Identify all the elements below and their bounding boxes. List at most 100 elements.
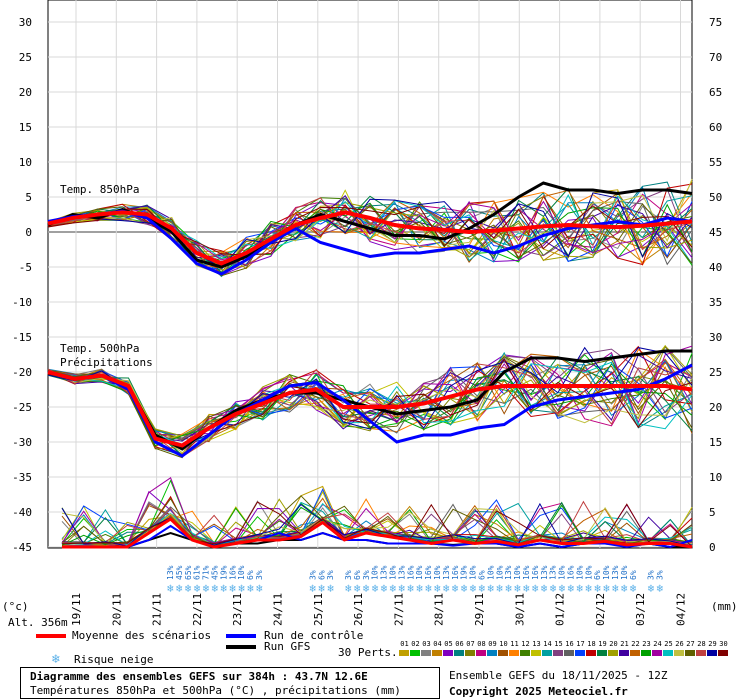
snow-risk-label: 13% — [380, 565, 389, 580]
snowflake-icon: ❄ — [309, 582, 316, 595]
left-tick-label: -15 — [12, 331, 32, 344]
snow-risk-label: 10% — [486, 565, 495, 580]
perturbation-legend-item: 03 — [421, 640, 432, 658]
perturbation-legend-item: 12 — [520, 640, 531, 658]
snow-risk-label: 10% — [389, 565, 398, 580]
snow-risk-label: 16% — [567, 565, 576, 580]
perturbation-color-swatch — [509, 650, 519, 656]
snowflake-icon: ❄ — [238, 582, 245, 595]
right-tick-label: 50 — [709, 191, 722, 204]
perturbation-number: 10 — [499, 640, 508, 648]
right-tick-label: 55 — [709, 156, 722, 169]
snowflake-icon: ❄ — [514, 582, 521, 595]
perturbation-color-swatch — [487, 650, 497, 656]
series-500-line — [47, 363, 693, 458]
x-tick-label: 28/11 — [433, 593, 446, 626]
perturbation-legend-item: 09 — [487, 640, 498, 658]
snow-risk-label: 13% — [540, 565, 549, 580]
perturbation-number: 01 — [400, 640, 409, 648]
snow-risk-label: 16% — [531, 565, 540, 580]
perturbation-number: 27 — [686, 640, 695, 648]
perturbation-color-swatch — [410, 650, 420, 656]
snow-risk-label: 3% — [255, 570, 264, 580]
snowflake-icon: ❄ — [185, 582, 192, 595]
snowflake-icon: ❄ — [52, 652, 60, 667]
snow-risk-label: 13% — [611, 565, 620, 580]
snowflake-icon: ❄ — [203, 582, 210, 595]
perturbation-number: 07 — [466, 640, 475, 648]
right-tick-label: 40 — [709, 261, 722, 274]
perturbation-color-swatch — [575, 650, 585, 656]
legend-control-label: Run de contrôle — [264, 629, 364, 642]
snowflake-icon: ❄ — [621, 582, 628, 595]
series-precip-line — [62, 517, 693, 549]
perturbation-color-swatch — [520, 650, 530, 656]
perturbation-legend-item: 23 — [641, 640, 652, 658]
perturbation-legend-item: 04 — [432, 640, 443, 658]
perturbation-legend-item: 28 — [696, 640, 707, 658]
snowflake-icon: ❄ — [461, 582, 468, 595]
perturbation-color-swatch — [707, 650, 717, 656]
snow-risk-label: 10% — [415, 565, 424, 580]
series-850-line — [47, 181, 693, 269]
perturbation-legend-item: 29 — [707, 640, 718, 658]
snowflake-icon: ❄ — [247, 582, 254, 595]
snow-risk-label: 6% — [478, 570, 487, 580]
snowflake-icon: ❄ — [345, 582, 352, 595]
perturbation-color-swatch — [399, 650, 409, 656]
perturbation-legend-item: 19 — [597, 640, 608, 658]
perturbation-legend-item: 25 — [663, 640, 674, 658]
perturbation-legend-item: 11 — [509, 640, 520, 658]
snow-risk-label: 13% — [549, 565, 558, 580]
right-tick-label: 0 — [709, 541, 716, 554]
left-tick-label: -35 — [12, 471, 32, 484]
label-precip: Précipitations — [60, 356, 153, 369]
x-tick-label: 25/11 — [312, 593, 325, 626]
perturbation-precip-line — [61, 506, 693, 547]
perturbation-color-swatch — [619, 650, 629, 656]
x-tick-label: 03/12 — [634, 593, 647, 626]
perturbation-legend-item: 01 — [399, 640, 410, 658]
x-tick-label: 27/11 — [392, 593, 405, 626]
snowflake-icon: ❄ — [505, 582, 512, 595]
perturbation-number: 08 — [477, 640, 486, 648]
perturbation-color-swatch — [597, 650, 607, 656]
right-tick-label: 70 — [709, 51, 722, 64]
snow-risk-label: 10% — [237, 565, 246, 580]
left-tick-label: 0 — [25, 226, 32, 239]
perturbation-legend-item: 13 — [531, 640, 542, 658]
snow-risk-label: 19% — [219, 565, 228, 580]
perturbation-number: 03 — [422, 640, 431, 648]
perturbation-color-swatch — [454, 650, 464, 656]
snowflake-icon: ❄ — [176, 582, 183, 595]
x-tick-label: 29/11 — [473, 593, 486, 626]
perturbation-color-swatch — [553, 650, 563, 656]
legend-mean-swatch — [36, 634, 66, 638]
snow-risk-label: 6% — [317, 570, 326, 580]
snow-risk-label: 6% — [629, 570, 638, 580]
snow-risk-label: 13% — [442, 565, 451, 580]
series-850-line — [47, 210, 693, 266]
perturbation-number: 17 — [576, 640, 585, 648]
perturbation-color-swatch — [564, 650, 574, 656]
snow-risk-label: 10% — [371, 565, 380, 580]
perturbation-color-swatch — [542, 650, 552, 656]
perturbation-color-swatch — [718, 650, 728, 656]
right-tick-label: 10 — [709, 471, 722, 484]
label-850: Temp. 850hPa — [60, 183, 140, 196]
left-tick-label: -25 — [12, 401, 32, 414]
perturbation-legend-item: 27 — [685, 640, 696, 658]
perturbation-number: 14 — [543, 640, 552, 648]
right-unit-label: (mm) — [711, 600, 738, 613]
snow-risk-label: 16% — [228, 565, 237, 580]
snow-risk-label: 10% — [513, 565, 522, 580]
snowflake-icon: ❄ — [363, 582, 370, 595]
snow-risk-label: 10% — [469, 565, 478, 580]
perturbation-legend: 01 02 03 04 05 06 07 08 09 10 11 12 13 14 15 16 17 18 19 20… — [399, 640, 731, 658]
perturbation-legend-item: 24 — [652, 640, 663, 658]
right-tick-label: 25 — [709, 366, 722, 379]
perturbation-legend-item: 06 — [454, 640, 465, 658]
snowflake-icon: ❄ — [648, 582, 655, 595]
snow-risk-label: 10% — [558, 565, 567, 580]
